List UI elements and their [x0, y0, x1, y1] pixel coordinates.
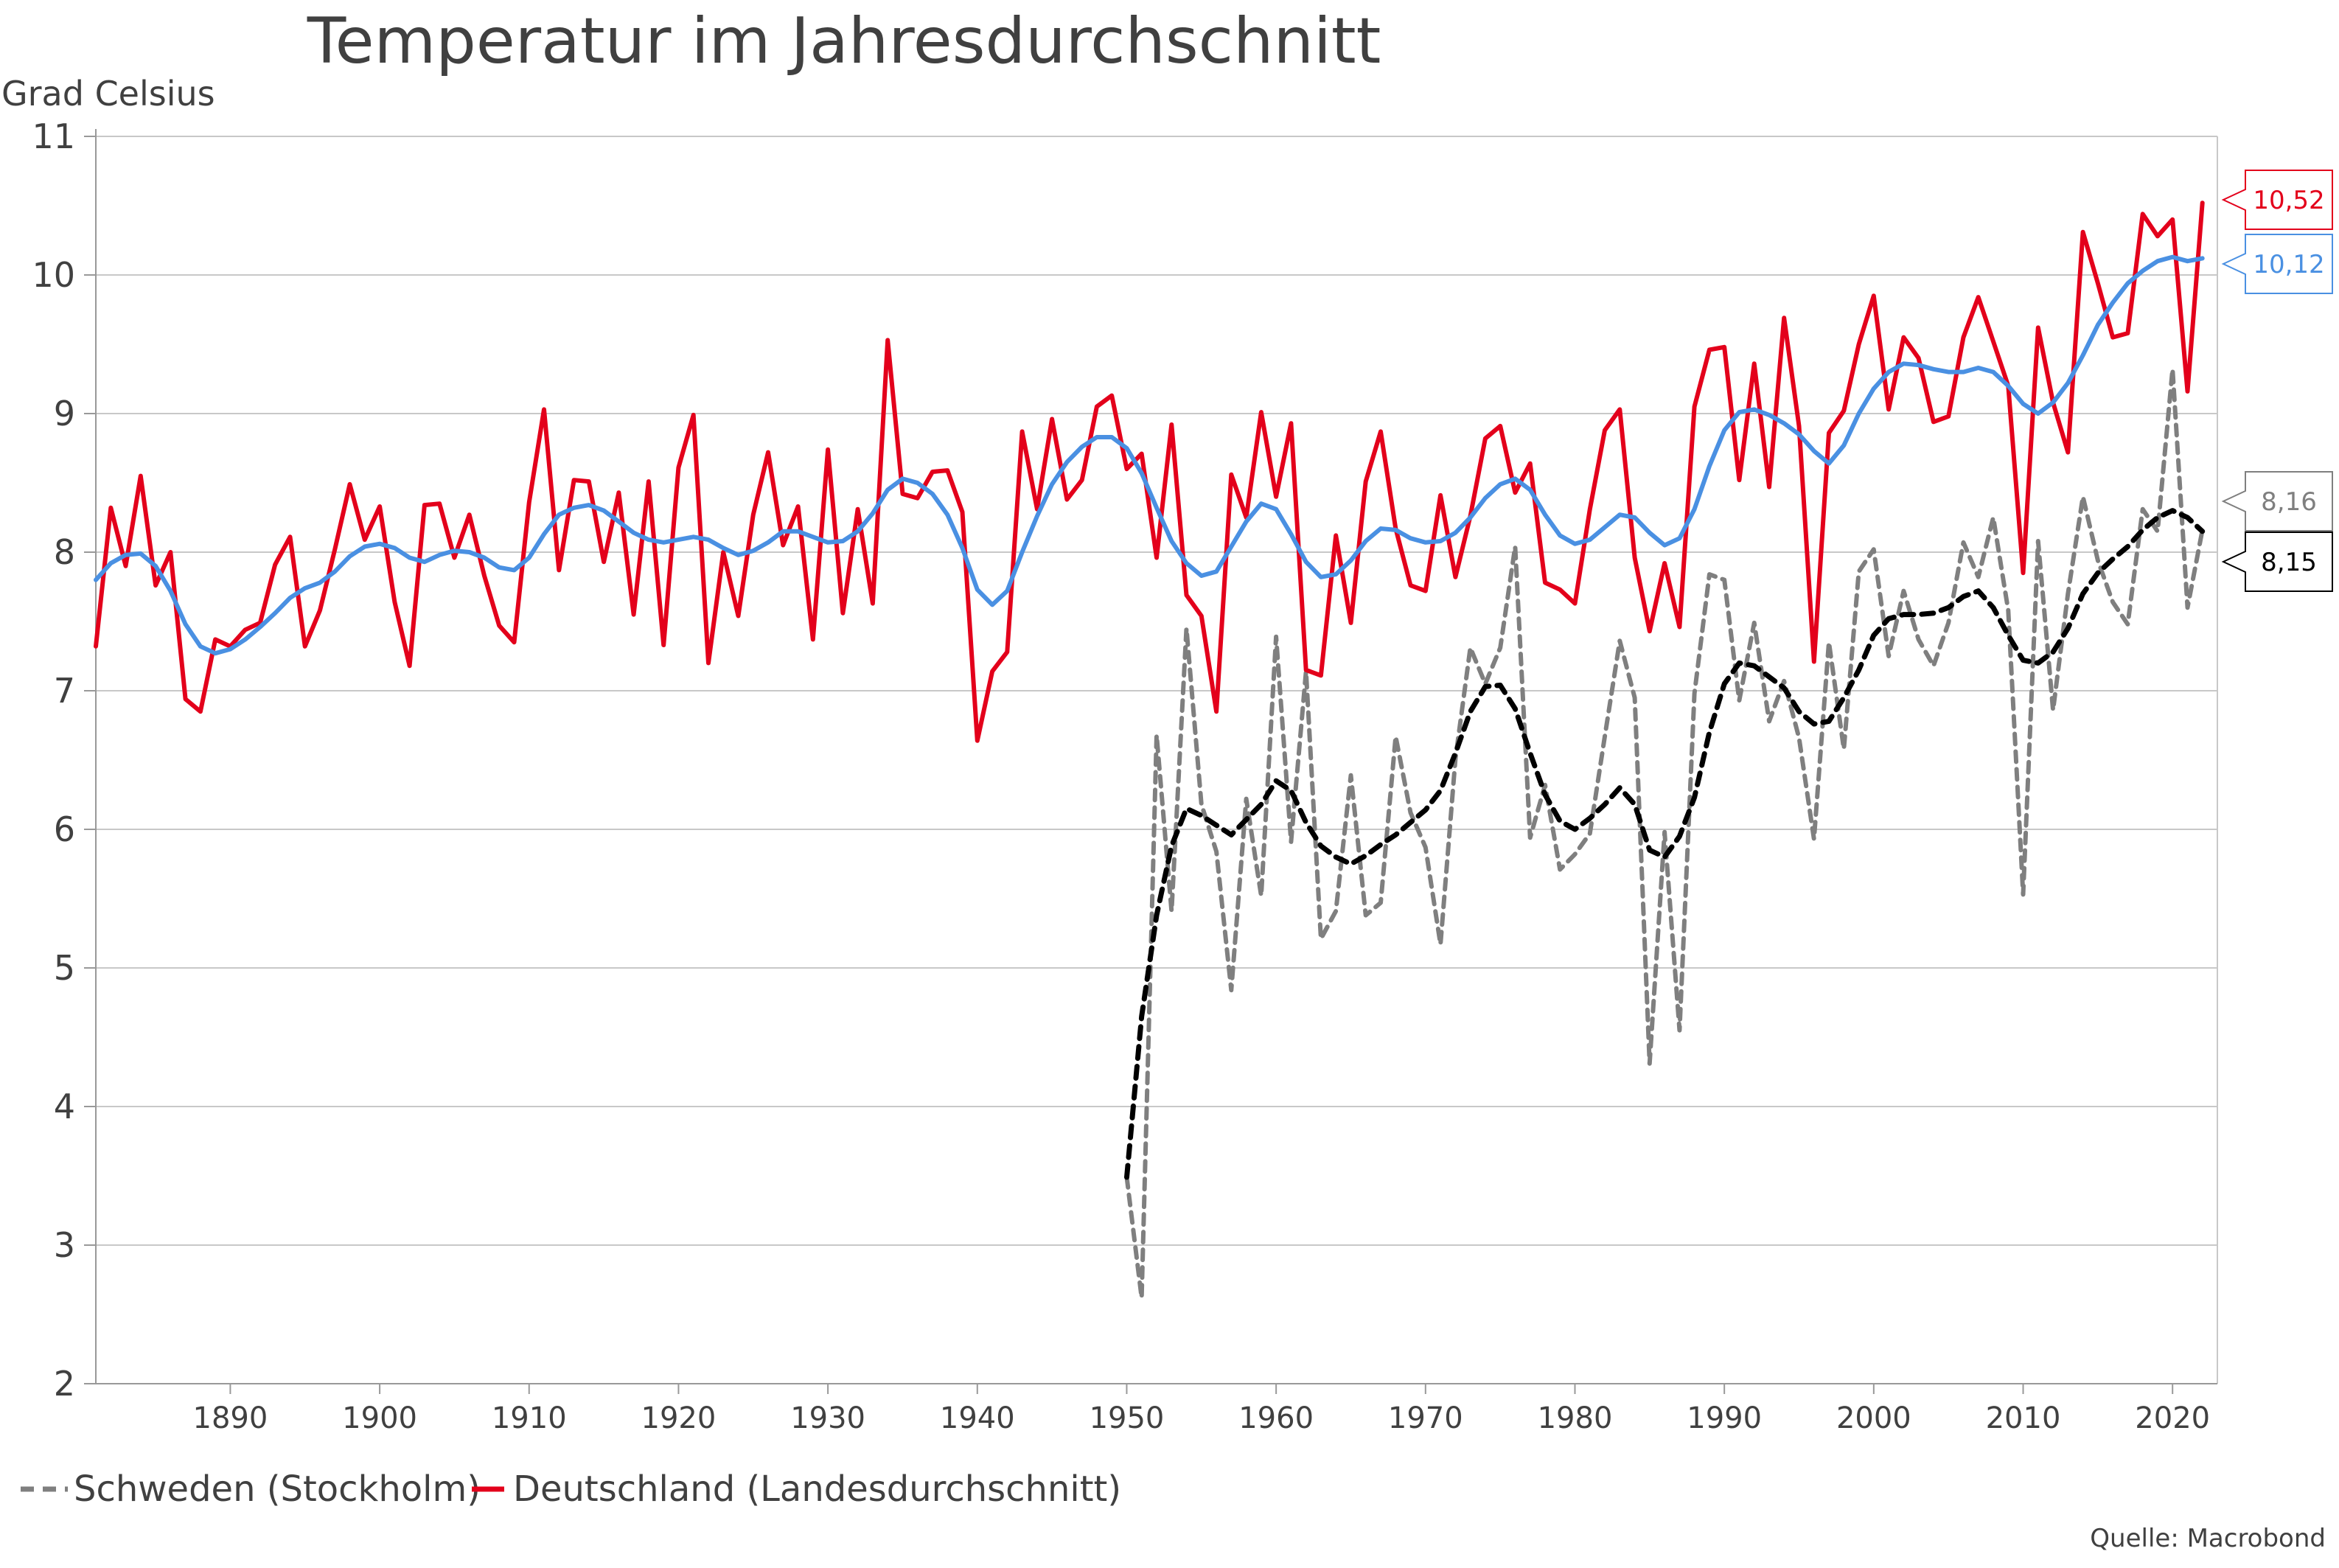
chart-title: Temperatur im Jahresdurchschnitt: [307, 4, 1381, 78]
y-tick-label: 10: [32, 255, 75, 295]
x-tick-label: 1900: [342, 1401, 417, 1435]
x-tick-label: 2020: [2135, 1401, 2210, 1435]
y-tick-label: 7: [54, 671, 75, 711]
end-value-labels: 10,52 10,12 8,16 8,15: [2221, 170, 2333, 592]
x-tick-label: 1960: [1238, 1401, 1314, 1435]
end-label-box: [2221, 170, 2333, 230]
y-tick-label: 11: [32, 116, 75, 156]
series-line-sweden-trend: [1124, 508, 2206, 1180]
y-axis-ticks: 2 3 4 5 6 7 8 9 10 11: [32, 116, 96, 1404]
series-line-sweden: [1124, 366, 2205, 1300]
end-label-text: 8,16: [2261, 487, 2317, 517]
gridlines: [95, 129, 2218, 1384]
x-tick-label: 1930: [790, 1401, 865, 1435]
y-tick-label: 2: [54, 1364, 75, 1404]
legend-label-sweden: Schweden (Stockholm): [74, 1468, 481, 1510]
y-axis-unit: Grad Celsius: [1, 74, 215, 114]
series-lines: [94, 201, 2206, 1300]
x-tick-label: 1920: [641, 1401, 717, 1435]
x-tick-label: 2000: [1836, 1401, 1911, 1435]
series-line-germany-trend: [94, 254, 2205, 656]
x-tick-label: 1890: [193, 1401, 268, 1435]
y-tick-label: 6: [54, 809, 75, 849]
legend: Schweden (Stockholm) Deutschland (Landes…: [21, 1468, 1121, 1510]
y-tick-label: 5: [54, 948, 75, 988]
series-line-germany: [94, 201, 2205, 743]
end-label-box: [2221, 532, 2333, 592]
x-tick-label: 1980: [1538, 1401, 1613, 1435]
x-tick-label: 1970: [1388, 1401, 1463, 1435]
x-tick-label: 2010: [1986, 1401, 2061, 1435]
end-label-box: [2221, 234, 2333, 294]
end-label-text: 10,12: [2253, 250, 2324, 279]
legend-label-germany: Deutschland (Landesdurchschnitt): [513, 1468, 1121, 1510]
end-label-box: [2221, 471, 2333, 532]
source-note: Quelle: Macrobond: [2090, 1524, 2326, 1553]
y-tick-label: 3: [54, 1225, 75, 1265]
end-label-text: 8,15: [2261, 548, 2317, 577]
x-tick-label: 1940: [940, 1401, 1015, 1435]
y-tick-label: 4: [54, 1087, 75, 1126]
x-tick-label: 1950: [1090, 1401, 1165, 1435]
y-tick-label: 9: [54, 394, 75, 433]
x-tick-label: 1990: [1687, 1401, 1762, 1435]
end-label-text: 10,52: [2253, 186, 2324, 215]
y-tick-label: 8: [54, 532, 75, 572]
x-axis-ticks: 1890 1900 1910 1920 1930 1940 1950 1960 1970 1980…: [193, 1384, 2210, 1435]
x-tick-label: 1910: [492, 1401, 567, 1435]
